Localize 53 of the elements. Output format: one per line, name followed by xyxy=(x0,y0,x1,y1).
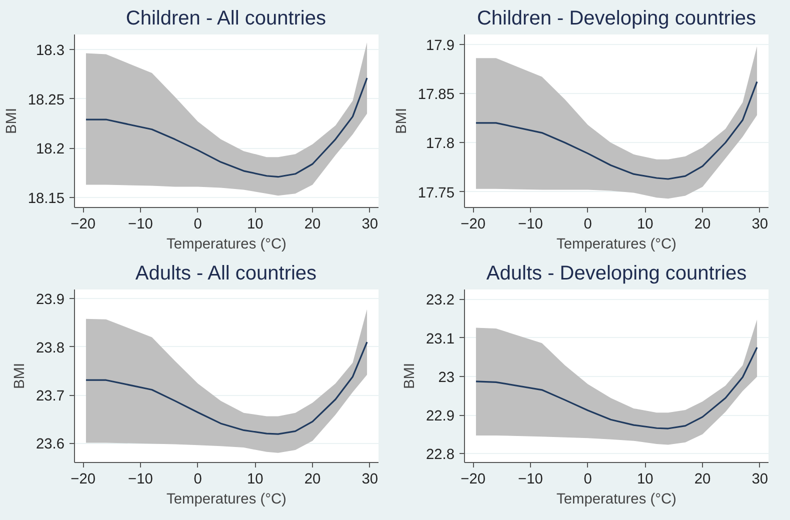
x-tick-label: 10 xyxy=(637,472,654,488)
chart-title: Children - Developing countries xyxy=(476,8,756,30)
y-tick-label: 22.8 xyxy=(426,447,455,464)
x-tick-label: −20 xyxy=(70,216,96,232)
x-tick-label: 0 xyxy=(194,216,202,232)
y-axis-title: BMI xyxy=(394,108,410,134)
chart-title: Adults - Developing countries xyxy=(486,262,747,284)
x-axis-title: Temperatures (°C) xyxy=(556,492,676,508)
y-axis-title: BMI xyxy=(12,362,28,390)
x-tick-label: 30 xyxy=(752,216,768,232)
y-tick-label: 23.1 xyxy=(426,331,455,348)
x-axis-title: Temperatures (°C) xyxy=(556,236,676,252)
y-tick-label: 17.75 xyxy=(418,185,455,202)
x-tick-label: 20 xyxy=(694,472,711,488)
chart-title: Adults - All countries xyxy=(135,262,317,284)
x-tick-label: 0 xyxy=(584,472,592,488)
y-tick-label: 17.85 xyxy=(418,86,455,103)
chart-title: Children - All countries xyxy=(126,8,326,30)
x-tick-label: −10 xyxy=(128,472,153,488)
x-tick-label: 20 xyxy=(694,216,711,232)
x-tick-label: 0 xyxy=(584,216,592,232)
x-tick-label: 10 xyxy=(247,472,264,488)
x-tick-label: −20 xyxy=(460,216,486,232)
y-tick-label: 18.15 xyxy=(28,191,65,208)
x-tick-label: −10 xyxy=(518,472,543,488)
y-tick-label: 23.8 xyxy=(36,340,65,356)
x-tick-label: −10 xyxy=(128,216,153,232)
x-tick-label: −20 xyxy=(460,472,486,488)
x-tick-label: −10 xyxy=(518,216,543,232)
y-tick-label: 23.6 xyxy=(36,436,65,453)
x-tick-label: 30 xyxy=(752,472,768,488)
y-tick-label: 23.7 xyxy=(36,388,65,405)
y-tick-label: 18.25 xyxy=(28,92,65,108)
y-tick-label: 23.2 xyxy=(426,292,455,309)
x-tick-label: 30 xyxy=(362,472,378,488)
y-tick-label: 17.9 xyxy=(426,38,455,54)
x-tick-label: 20 xyxy=(304,216,321,232)
y-axis-title: BMI xyxy=(4,108,20,134)
x-tick-label: 10 xyxy=(637,216,654,232)
y-tick-label: 23.9 xyxy=(36,292,65,308)
y-axis-title: BMI xyxy=(402,362,418,390)
x-tick-label: 30 xyxy=(362,216,378,232)
y-tick-label: 18.3 xyxy=(36,42,65,59)
x-tick-label: −20 xyxy=(70,472,96,488)
x-axis-title: Temperatures (°C) xyxy=(166,236,286,252)
y-tick-label: 18.2 xyxy=(36,142,65,158)
y-tick-label: 23 xyxy=(438,370,455,386)
x-tick-label: 20 xyxy=(304,472,321,488)
x-tick-label: 10 xyxy=(247,216,264,232)
x-axis-title: Temperatures (°C) xyxy=(166,492,286,508)
y-tick-label: 17.8 xyxy=(426,136,455,152)
x-tick-label: 0 xyxy=(194,472,202,488)
y-tick-label: 22.9 xyxy=(426,408,455,424)
